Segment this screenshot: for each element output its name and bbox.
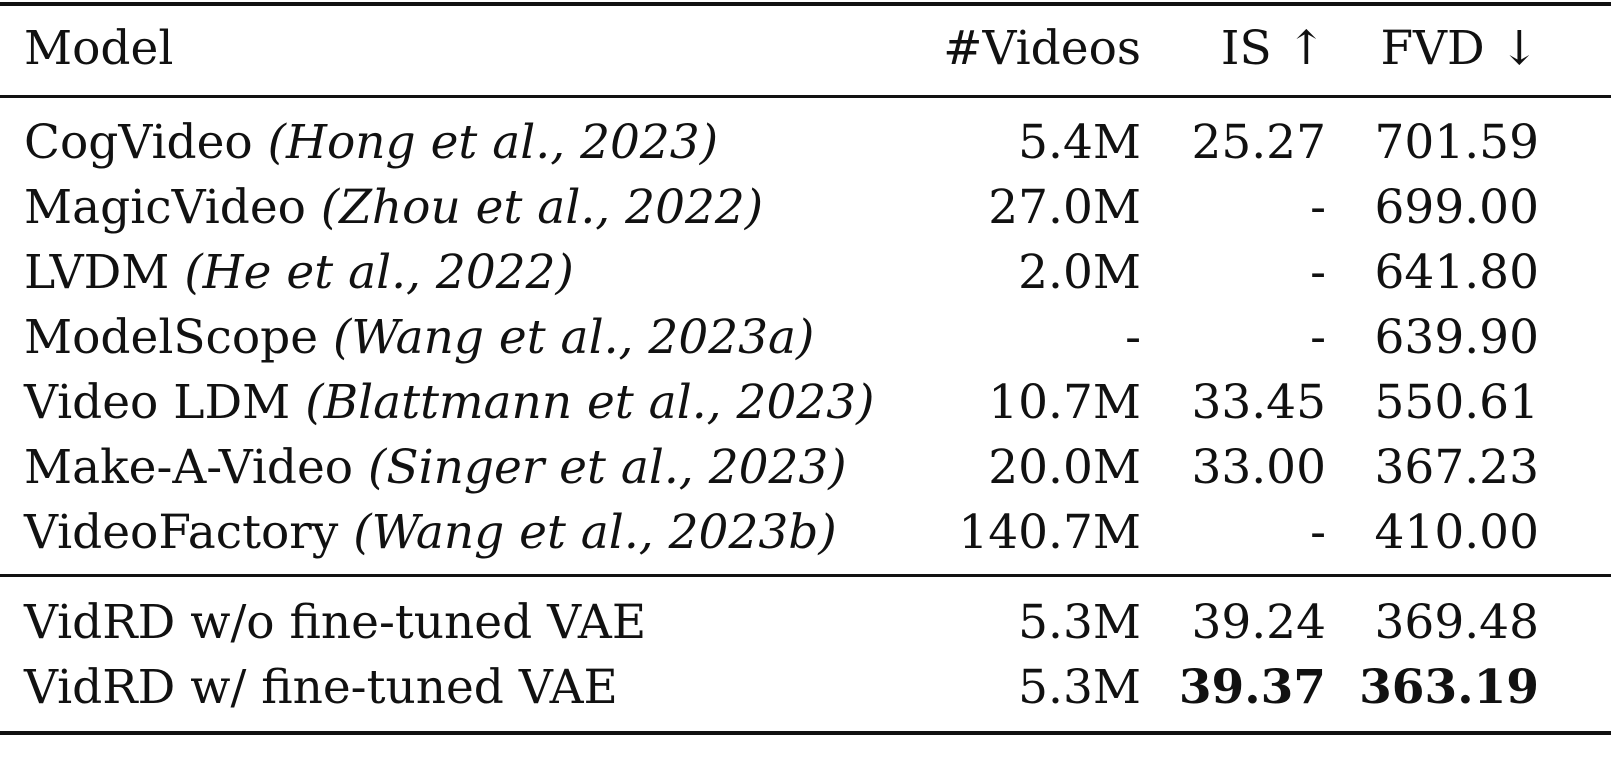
- table-row: Video LDM (Blattmann et al., 2023) 10.7M 3…: [0, 370, 1611, 436]
- table-row: CogVideo (Hong et al., 2023) 5.4M 25.27 701…: [0, 110, 1611, 176]
- fvd-cell: 363.19: [1359, 660, 1539, 715]
- model-name: LVDM: [24, 245, 170, 300]
- videos-cell: -: [1125, 310, 1141, 365]
- header-rule: [0, 95, 1611, 98]
- model-cell: CogVideo (Hong et al., 2023): [24, 110, 718, 176]
- videos-cell: 10.7M: [988, 375, 1141, 430]
- header-row: Model #Videos IS ↑ FVD ↓: [0, 16, 1611, 82]
- table-row: Make-A-Video (Singer et al., 2023) 20.0M 3…: [0, 435, 1611, 501]
- fvd-cell: 641.80: [1374, 245, 1539, 300]
- is-cell: 33.00: [1191, 440, 1326, 495]
- videos-cell: 2.0M: [1018, 245, 1141, 300]
- is-cell: -: [1310, 310, 1326, 365]
- model-cell: VidRD w/o fine-tuned VAE: [24, 595, 647, 650]
- is-cell: 39.24: [1191, 595, 1326, 650]
- model-cell: Video LDM (Blattmann et al., 2023): [24, 370, 875, 436]
- model-citation: (Wang et al., 2023b): [353, 505, 837, 560]
- section-rule: [0, 574, 1611, 577]
- fvd-cell: 701.59: [1374, 115, 1539, 170]
- header-is: IS ↑: [1220, 21, 1326, 76]
- is-cell: -: [1310, 505, 1326, 560]
- model-name: CogVideo: [24, 115, 253, 170]
- table-row: MagicVideo (Zhou et al., 2022) 27.0M -699.…: [0, 175, 1611, 241]
- is-cell: 33.45: [1191, 375, 1326, 430]
- fvd-cell: 699.00: [1374, 180, 1539, 235]
- model-name: ModelScope: [24, 310, 319, 365]
- is-cell: 25.27: [1191, 115, 1326, 170]
- videos-cell: 20.0M: [988, 440, 1141, 495]
- table-row: VideoFactory (Wang et al., 2023b) 140.7M -…: [0, 500, 1611, 566]
- is-cell: 39.37: [1178, 660, 1326, 715]
- fvd-cell: 369.48: [1374, 595, 1539, 650]
- header-model: Model: [24, 21, 174, 76]
- model-citation: (Hong et al., 2023): [267, 115, 719, 170]
- model-citation: (Zhou et al., 2022): [320, 180, 764, 235]
- model-cell: LVDM (He et al., 2022): [24, 240, 574, 306]
- top-rule: [0, 2, 1611, 6]
- is-cell: -: [1310, 245, 1326, 300]
- fvd-cell: 367.23: [1374, 440, 1539, 495]
- table-row: ModelScope (Wang et al., 2023a) - -639.90: [0, 305, 1611, 371]
- model-citation: (Singer et al., 2023): [368, 440, 847, 495]
- fvd-cell: 550.61: [1374, 375, 1539, 430]
- model-name: Video LDM: [24, 375, 291, 430]
- model-name: VideoFactory: [24, 505, 339, 560]
- model-name: Make-A-Video: [24, 440, 354, 495]
- model-citation: (Blattmann et al., 2023): [305, 375, 875, 430]
- table-row: VidRD w/ fine-tuned VAE 5.3M 39.37 363.19: [0, 655, 1611, 721]
- header-fvd: FVD ↓: [1380, 21, 1539, 76]
- fvd-cell: 639.90: [1374, 310, 1539, 365]
- videos-cell: 5.4M: [1018, 115, 1141, 170]
- header-videos: #Videos: [943, 21, 1141, 76]
- model-citation: (He et al., 2022): [184, 245, 574, 300]
- videos-cell: 140.7M: [958, 505, 1141, 560]
- model-cell: Make-A-Video (Singer et al., 2023): [24, 435, 847, 501]
- videos-cell: 5.3M: [1018, 660, 1141, 715]
- model-cell: MagicVideo (Zhou et al., 2022): [24, 175, 763, 241]
- model-cell: ModelScope (Wang et al., 2023a): [24, 305, 814, 371]
- videos-cell: 5.3M: [1018, 595, 1141, 650]
- model-name: MagicVideo: [24, 180, 306, 235]
- table-row: LVDM (He et al., 2022) 2.0M -641.80: [0, 240, 1611, 306]
- videos-cell: 27.0M: [988, 180, 1141, 235]
- bottom-rule: [0, 731, 1611, 735]
- fvd-cell: 410.00: [1374, 505, 1539, 560]
- model-citation: (Wang et al., 2023a): [333, 310, 815, 365]
- table-row: VidRD w/o fine-tuned VAE 5.3M 39.24 369.48: [0, 590, 1611, 656]
- model-cell: VidRD w/ fine-tuned VAE: [24, 660, 618, 715]
- model-cell: VideoFactory (Wang et al., 2023b): [24, 500, 837, 566]
- is-cell: -: [1310, 180, 1326, 235]
